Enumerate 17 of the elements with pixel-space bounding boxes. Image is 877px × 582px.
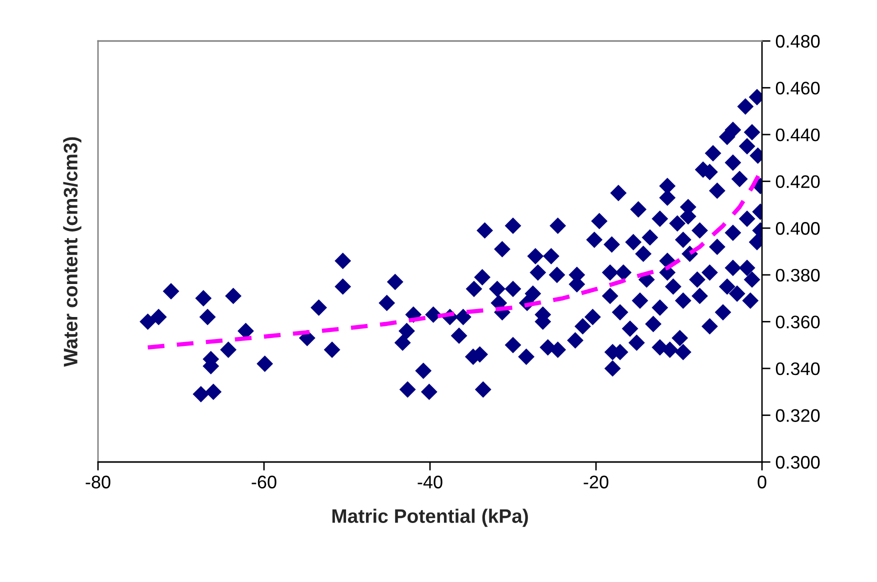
y-tick-label: 0.300 (776, 456, 820, 469)
y-tick-label: 0.360 (776, 316, 820, 328)
x-tick-label: 0 (758, 476, 766, 488)
y-axis-title: Water content (cm3/cm3) (63, 137, 82, 367)
y-tick-label: 0.480 (776, 34, 820, 48)
y-tick-label: 0.340 (776, 362, 820, 376)
y-tick-label: 0.320 (776, 409, 820, 422)
y-tick-label: 0.420 (776, 175, 820, 188)
y-tick-label: 0.440 (776, 128, 820, 142)
x-tick-label: -20 (584, 476, 608, 488)
x-axis-title: Matric Potential (kPa) (332, 508, 528, 527)
x-tick-label: -80 (86, 476, 110, 488)
y-tick-label: 0.380 (776, 268, 820, 282)
x-tick-label: -60 (252, 476, 276, 488)
x-tick-label: -40 (418, 476, 442, 488)
y-tick-label: 0.400 (776, 222, 820, 235)
y-tick-label: 0.460 (776, 82, 820, 94)
